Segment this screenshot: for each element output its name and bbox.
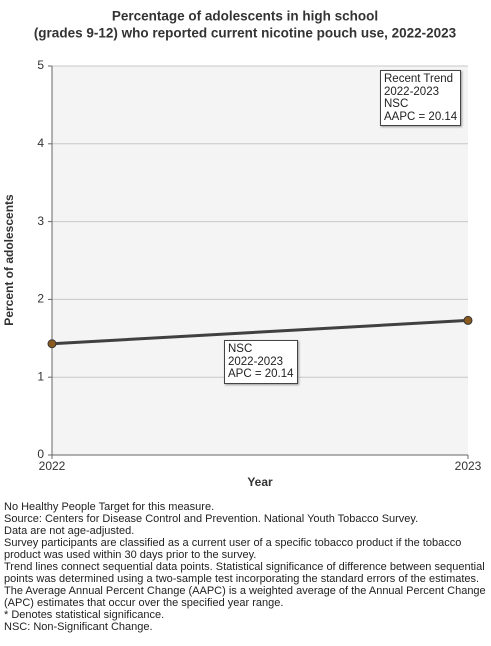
data-point — [47, 339, 57, 349]
y-tick-label: 2 — [37, 292, 44, 306]
footnote: NSC: Non-Significant Change. — [4, 621, 153, 633]
annotation-line: NSC — [384, 98, 409, 110]
annotation-line: NSC — [228, 343, 253, 355]
footnote: * Denotes statistical significance. — [4, 609, 165, 621]
chart: Percentage of adolescents in high school… — [2, 9, 482, 490]
y-tick-label: 5 — [37, 58, 44, 72]
y-axis-label: Percent of adolescents — [2, 194, 16, 326]
x-tick-label: 2023 — [455, 459, 482, 473]
footnote: No Healthy People Target for this measur… — [4, 501, 215, 513]
x-tick-label: 2022 — [39, 459, 66, 473]
footnote: The Average Annual Percent Change (AAPC)… — [4, 585, 486, 609]
plot-area — [52, 66, 468, 455]
annotation-box: Recent Trend 2022-2023 NSC AAPC = 20.14 — [380, 70, 462, 126]
trend-line — [51, 318, 469, 346]
y-tick-label: 0 — [37, 447, 44, 461]
y-tick-label: 3 — [37, 214, 44, 228]
chart-title: Percentage of adolescents in high school — [112, 9, 378, 24]
annotation-line: Recent Trend — [384, 73, 454, 85]
y-tick-label: 4 — [37, 136, 44, 150]
y-tick-label: 1 — [37, 369, 44, 383]
annotation-line: 2022-2023 — [228, 355, 283, 368]
annotation-line: 2022-2023 — [384, 85, 439, 98]
data-point — [463, 315, 473, 325]
annotation-line: AAPC = 20.14 — [384, 110, 458, 123]
footnote: Trend lines connect sequential data poin… — [4, 561, 485, 585]
chart-title: (grades 9-12) who reported current nicot… — [34, 26, 457, 41]
footnote: Survey participants are classified as a … — [4, 537, 462, 561]
footnote: Data are not age-adjusted. — [4, 525, 135, 537]
annotation-line: APC = 20.14 — [228, 368, 294, 380]
annotation-box: NSC 2022-2023 APC = 20.14 — [224, 340, 298, 384]
footnote: Source: Centers for Disease Control and … — [4, 513, 419, 525]
x-axis-label: Year — [247, 475, 273, 489]
footnotes: No Healthy People Target for this measur… — [4, 501, 490, 633]
